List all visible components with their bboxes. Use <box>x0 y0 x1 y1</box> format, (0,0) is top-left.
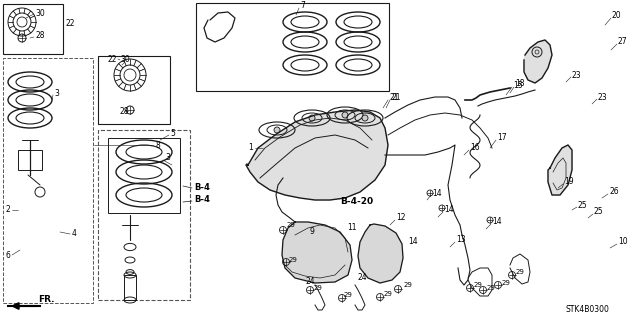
Text: 17: 17 <box>497 133 507 143</box>
Bar <box>196 3 389 91</box>
Text: 29: 29 <box>487 285 496 291</box>
Text: 26: 26 <box>609 188 619 197</box>
Text: 1: 1 <box>248 144 253 152</box>
Text: 24: 24 <box>305 278 315 286</box>
Text: 19: 19 <box>564 177 573 187</box>
Text: 25: 25 <box>578 201 588 210</box>
Text: 22: 22 <box>108 55 118 63</box>
Text: 16: 16 <box>470 144 479 152</box>
Text: 29: 29 <box>289 257 298 263</box>
Text: 12: 12 <box>396 213 406 222</box>
Bar <box>98 130 190 300</box>
Text: 3: 3 <box>54 90 59 99</box>
Text: 29: 29 <box>344 292 353 298</box>
Polygon shape <box>358 224 403 283</box>
Text: 10: 10 <box>618 238 628 247</box>
Text: 27: 27 <box>618 38 628 47</box>
Text: 15: 15 <box>513 80 523 90</box>
Circle shape <box>362 115 368 121</box>
Text: 29: 29 <box>502 280 511 286</box>
Bar <box>3 4 63 54</box>
Text: 23: 23 <box>598 93 607 101</box>
Text: 24: 24 <box>358 273 367 283</box>
Text: 30: 30 <box>35 9 45 18</box>
Bar <box>108 138 180 213</box>
Bar <box>3 58 93 303</box>
Polygon shape <box>282 222 352 283</box>
Text: 29: 29 <box>404 282 413 288</box>
Text: FR.: FR. <box>38 295 54 305</box>
Text: 30: 30 <box>120 55 130 63</box>
Text: 21: 21 <box>391 93 401 102</box>
Text: 6: 6 <box>5 250 10 259</box>
Bar <box>124 275 136 300</box>
Text: 22: 22 <box>65 19 74 28</box>
Text: 4: 4 <box>72 228 77 238</box>
Text: B-4: B-4 <box>194 196 210 204</box>
Polygon shape <box>524 40 552 83</box>
Text: 23: 23 <box>572 70 582 79</box>
Text: STK4B0300: STK4B0300 <box>565 306 609 315</box>
Text: 2: 2 <box>5 205 10 214</box>
Text: 29: 29 <box>516 269 525 275</box>
Polygon shape <box>246 110 388 200</box>
Bar <box>18 150 42 170</box>
Circle shape <box>309 115 315 121</box>
Text: 13: 13 <box>456 235 466 244</box>
Text: 14: 14 <box>432 189 442 197</box>
Text: 8: 8 <box>155 140 160 150</box>
Text: 29: 29 <box>384 291 393 297</box>
Text: 5: 5 <box>170 129 175 137</box>
Circle shape <box>274 127 280 133</box>
Text: 28: 28 <box>120 107 129 115</box>
Text: 18: 18 <box>515 79 525 88</box>
Text: 3: 3 <box>165 153 170 162</box>
Text: 7: 7 <box>300 2 305 11</box>
Text: B-4: B-4 <box>194 182 210 191</box>
Text: 20: 20 <box>612 11 621 19</box>
Circle shape <box>342 112 348 118</box>
Text: 14: 14 <box>492 218 502 226</box>
Text: B-4-20: B-4-20 <box>340 197 373 206</box>
Text: 25: 25 <box>594 207 604 217</box>
Text: 21: 21 <box>389 93 399 101</box>
Text: 14: 14 <box>444 205 454 214</box>
Text: 29: 29 <box>314 285 323 291</box>
Bar <box>98 56 170 124</box>
Text: 9: 9 <box>309 227 314 236</box>
Polygon shape <box>548 145 572 195</box>
Text: 29: 29 <box>474 282 483 288</box>
Text: 29: 29 <box>287 222 296 228</box>
Text: 28: 28 <box>35 32 45 41</box>
Text: 11: 11 <box>347 224 356 233</box>
Text: 14: 14 <box>408 238 418 247</box>
